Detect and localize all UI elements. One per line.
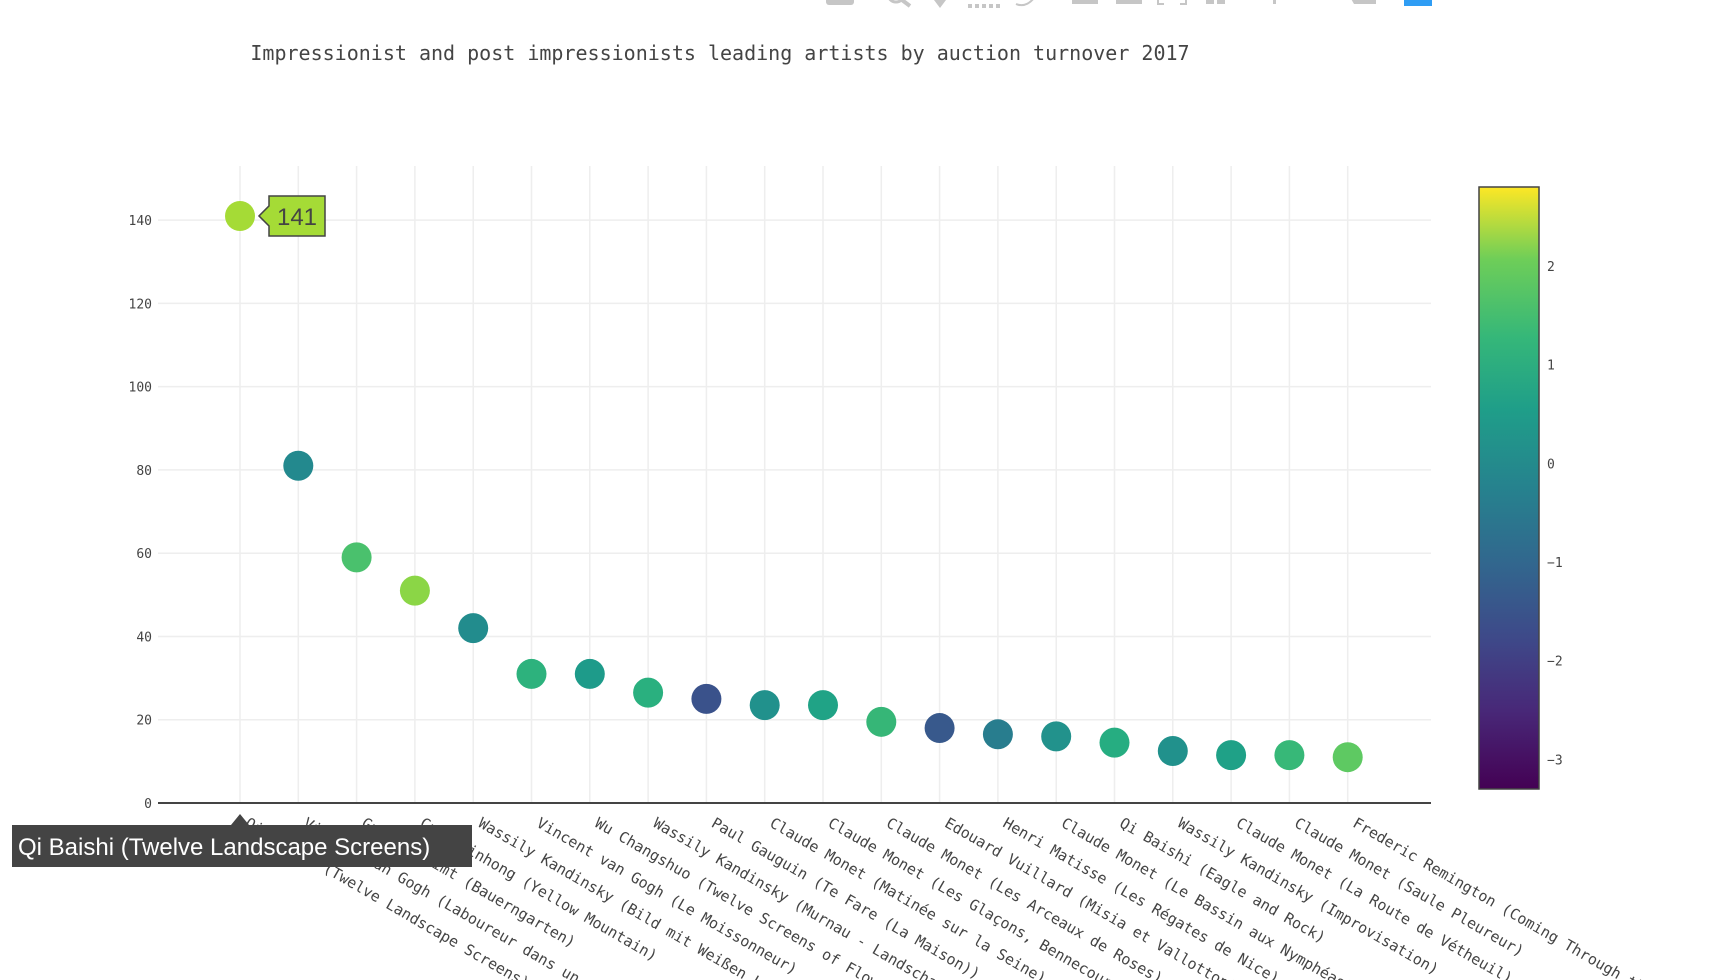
y-tick-label: 120 [129,297,152,312]
grid-lines [158,166,1431,803]
data-point[interactable] [283,450,314,481]
colorbar-tick-label: 2 [1547,260,1555,275]
colorbar-tick-label: −3 [1547,753,1563,768]
data-point[interactable] [516,658,547,689]
hover-value-label: 141 [277,204,317,231]
pan-icon[interactable] [932,0,948,14]
colorbar-tick-label: −2 [1547,655,1563,670]
data-point[interactable] [691,683,722,714]
hover-tooltip: 141 Qi Baishi (Twelve Landscape Screens) [12,195,472,867]
data-point[interactable] [1274,740,1305,771]
data-point[interactable] [1099,727,1130,758]
autoscale-icon[interactable] [1156,0,1188,14]
data-point[interactable] [1216,740,1247,771]
chart-title: Impressionist and post impressionists le… [250,41,1189,65]
data-point[interactable] [808,690,838,721]
data-point[interactable] [924,713,955,744]
data-point[interactable] [574,658,605,689]
data-point[interactable] [458,613,489,644]
data-point[interactable] [399,575,430,606]
zoom-in-icon[interactable] [1072,0,1098,12]
spike-lines-icon[interactable] [1270,0,1280,12]
hover-closest-icon[interactable] [1346,0,1376,10]
data-points [225,200,1363,773]
data-point[interactable] [341,542,372,573]
colorbar-tick-label: −1 [1547,556,1563,571]
y-tick-label: 100 [129,381,152,396]
colorbar-tick-label: 0 [1547,457,1555,472]
zoom-out-icon[interactable] [1116,0,1142,12]
lasso-select-icon[interactable] [1014,0,1038,14]
y-tick-label: 20 [136,714,152,729]
data-point[interactable] [982,719,1013,750]
data-point[interactable] [1157,735,1188,766]
colorbar-gradient [1478,186,1540,790]
hover-category-label: Qi Baishi (Twelve Landscape Screens) [18,834,430,861]
zoom-icon[interactable] [884,0,914,14]
camera-icon[interactable] [826,0,854,9]
plotly-logo-icon[interactable] [1404,0,1432,12]
data-point[interactable] [1332,742,1363,773]
data-point[interactable] [1041,721,1072,752]
colorbar-tick-label: 1 [1547,359,1555,374]
modebar [0,0,1734,10]
y-tick-label: 80 [136,464,152,479]
colorbar: 2 1 0 −1 −2 −3 [1478,186,1563,790]
data-point[interactable] [633,677,664,708]
data-point[interactable] [866,706,897,737]
data-point[interactable] [749,690,780,721]
x-tick-label: Claude Monet (Saule Pleureur) [1291,814,1527,961]
y-tick-label: 40 [136,630,152,645]
y-tick-label: 140 [129,214,152,229]
hover-category-box [12,814,472,867]
hover-value-box [257,195,326,237]
reset-axes-icon[interactable] [1206,0,1226,12]
box-select-icon[interactable] [968,0,1000,14]
y-tick-label: 60 [136,547,152,562]
y-tick-label: 0 [144,797,152,812]
y-axis-ticks: 0 20 40 60 80 100 120 140 [129,214,152,812]
data-point[interactable] [225,200,255,231]
